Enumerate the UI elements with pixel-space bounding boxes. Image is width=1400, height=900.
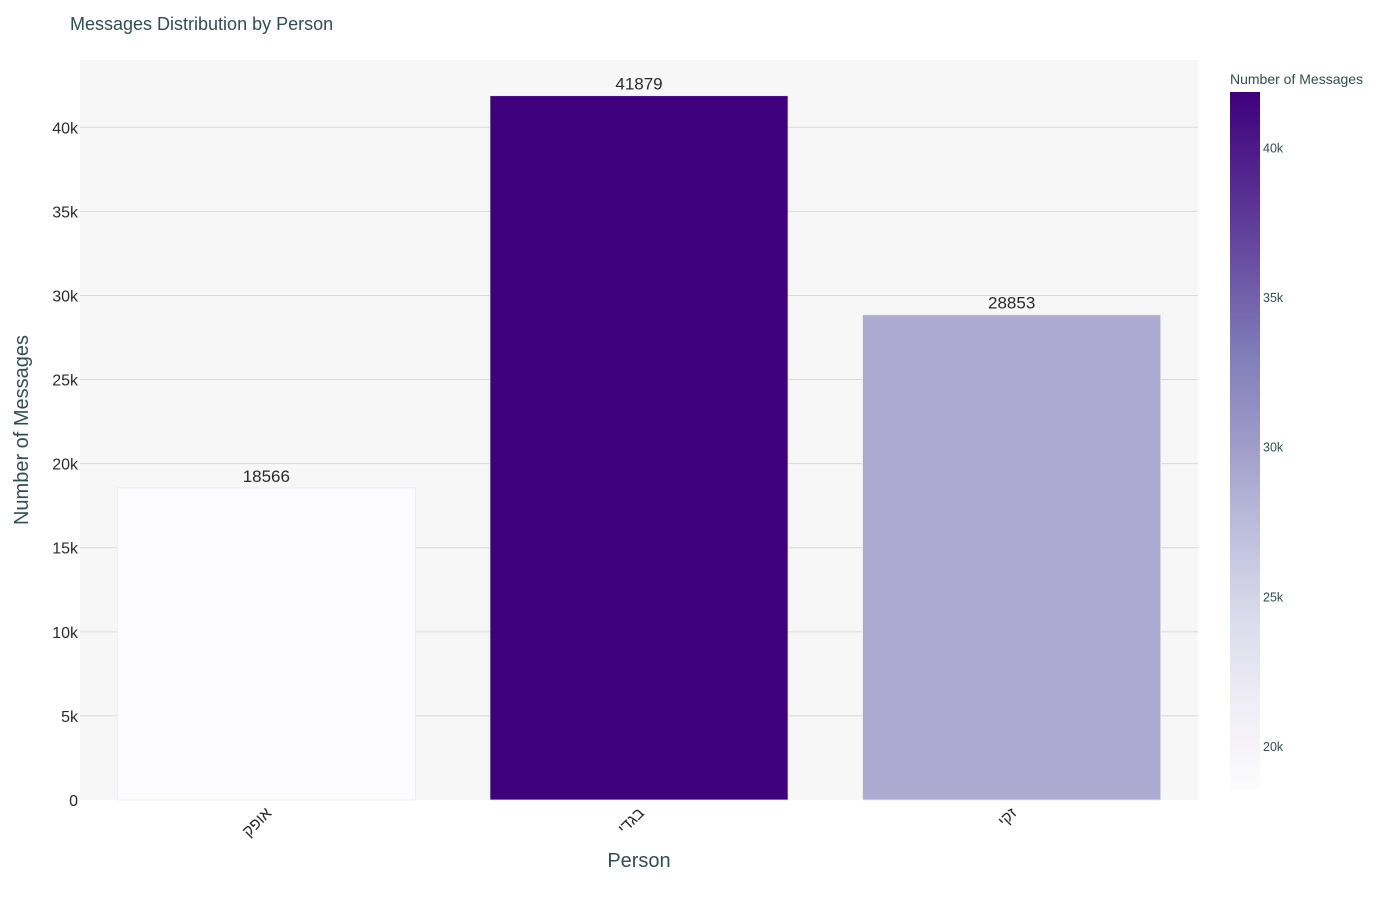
x-axis-title: Person <box>607 850 670 872</box>
bar-2[interactable] <box>489 95 789 801</box>
y-tick-label: 25k <box>52 373 79 390</box>
y-tick-label: 0 <box>69 793 78 810</box>
y-tick-label: 35k <box>52 204 79 221</box>
colorbar-tick-label: 35k <box>1263 291 1284 305</box>
colorbar-tick-label: 30k <box>1263 441 1284 455</box>
x-tick-label: זקי <box>995 805 1020 830</box>
colorbar-ticks: 20k 25k 30k 35k 40k <box>1263 141 1284 754</box>
bar-1[interactable] <box>116 487 416 801</box>
colorbar-tick-label: 40k <box>1263 141 1284 155</box>
bar-value-label: 18566 <box>243 467 290 486</box>
y-tick-label: 15k <box>52 541 79 558</box>
y-tick-label: 40k <box>52 120 79 137</box>
bar-3[interactable] <box>862 314 1162 801</box>
colorbar <box>1230 92 1260 790</box>
colorbar-title: Number of Messages <box>1230 71 1363 87</box>
colorbar-tick-label: 20k <box>1263 740 1284 754</box>
x-axis-ticks: אופק בגדי זקי <box>240 805 1021 841</box>
x-tick-label: אופק <box>240 805 276 841</box>
y-axis-title: Number of Messages <box>11 335 33 525</box>
bar-value-label: 41879 <box>615 75 662 94</box>
colorbar-tick-label: 25k <box>1263 590 1284 604</box>
y-tick-label: 20k <box>52 457 79 474</box>
bar-value-label: 28853 <box>988 294 1035 313</box>
x-tick-label: בגדי <box>615 805 648 838</box>
data-labels-group: 18566 41879 28853 <box>243 75 1036 486</box>
y-tick-label: 5k <box>61 709 79 726</box>
y-tick-label: 30k <box>52 288 79 305</box>
bars-group <box>116 95 1162 801</box>
y-axis-ticks: 0 5k 10k 15k 20k 25k 30k 35k 40k <box>52 120 79 810</box>
chart-title: Messages Distribution by Person <box>70 14 333 34</box>
y-tick-label: 10k <box>52 625 79 642</box>
